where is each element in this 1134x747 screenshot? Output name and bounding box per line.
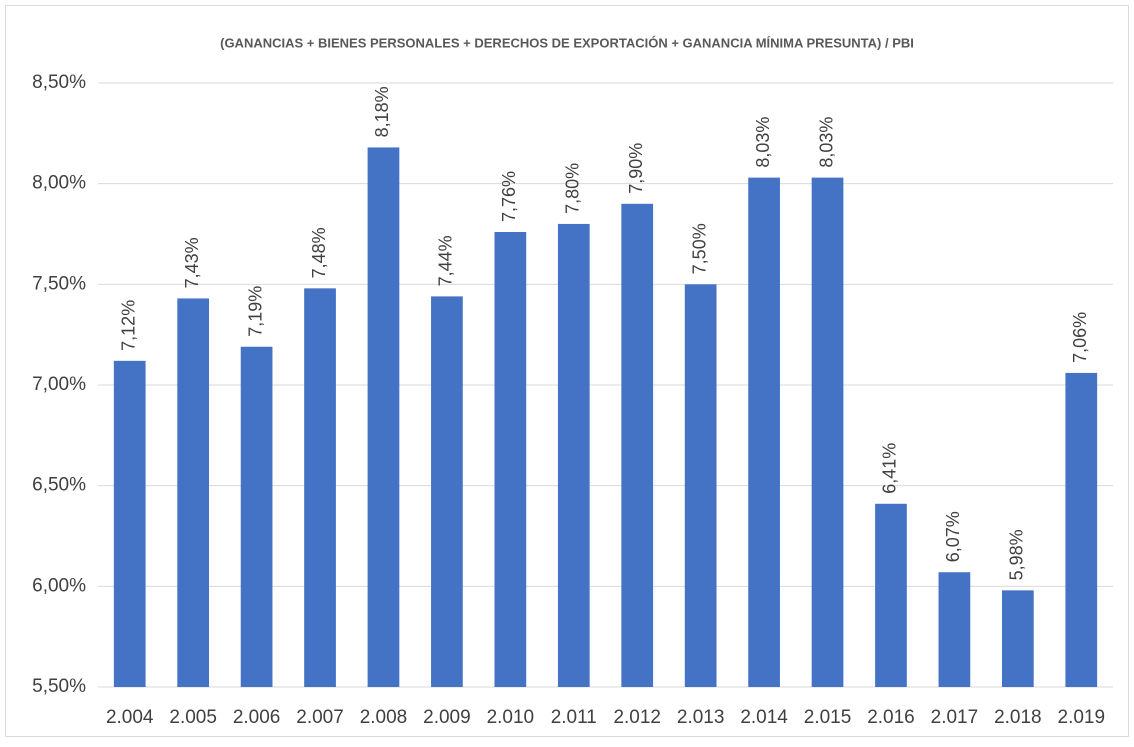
data-label: 8,18% xyxy=(372,86,392,137)
x-tick-label: 2.012 xyxy=(613,707,661,728)
data-label: 7,06% xyxy=(1070,312,1090,363)
data-label: 8,03% xyxy=(753,117,773,168)
bar xyxy=(367,147,400,688)
x-tick-label: 2.007 xyxy=(296,707,344,728)
data-label: 6,07% xyxy=(943,511,963,562)
y-tick-label: 7,50% xyxy=(32,273,86,294)
x-tick-label: 2.013 xyxy=(677,707,725,728)
bar xyxy=(304,288,336,687)
x-tick-label: 2.018 xyxy=(994,707,1042,728)
x-tick-label: 2.017 xyxy=(931,707,979,728)
x-tick-label: 2.006 xyxy=(233,707,281,728)
x-tick-label: 2.019 xyxy=(1058,707,1106,728)
bar xyxy=(811,177,844,688)
x-tick-label: 2.008 xyxy=(360,707,408,728)
y-tick-label: 6,00% xyxy=(32,575,86,596)
data-label: 7,50% xyxy=(689,223,709,274)
bar xyxy=(431,296,463,687)
x-tick-label: 2.010 xyxy=(487,707,535,728)
data-label: 7,43% xyxy=(182,237,202,288)
data-label: 7,48% xyxy=(309,227,329,278)
y-tick-label: 7,00% xyxy=(32,374,86,395)
bar xyxy=(875,503,907,687)
bar xyxy=(621,203,654,688)
x-tick-label: 2.011 xyxy=(551,707,597,728)
data-label: 7,19% xyxy=(245,286,265,337)
bar xyxy=(1065,372,1098,687)
data-label: 7,76% xyxy=(499,171,519,222)
y-tick-label: 5,50% xyxy=(32,676,86,697)
x-tick-label: 2.009 xyxy=(423,707,471,728)
bar xyxy=(240,346,273,687)
data-label: 7,44% xyxy=(436,235,456,286)
data-label: 5,98% xyxy=(1007,529,1027,580)
bar xyxy=(557,223,590,687)
x-tick-label: 2.004 xyxy=(106,707,154,728)
bar xyxy=(684,284,717,687)
data-label: 6,41% xyxy=(880,443,900,494)
bar xyxy=(1001,590,1034,687)
data-label: 7,80% xyxy=(563,163,583,214)
x-tick-label: 2.005 xyxy=(169,707,217,728)
data-label: 7,90% xyxy=(626,143,646,194)
x-tick-label: 2.014 xyxy=(740,707,788,728)
data-label: 8,03% xyxy=(816,117,836,168)
y-tick-label: 8,50% xyxy=(32,72,86,93)
x-tick-label: 2.016 xyxy=(867,707,915,728)
bar xyxy=(494,231,527,687)
bar xyxy=(177,298,210,687)
chart-title: (GANANCIAS + BIENES PERSONALES + DERECHO… xyxy=(220,35,914,50)
x-tick-label: 2.015 xyxy=(804,707,852,728)
data-label: 7,12% xyxy=(118,300,138,351)
y-tick-label: 8,00% xyxy=(32,173,86,194)
bar xyxy=(748,177,780,688)
bar xyxy=(938,572,971,687)
y-tick-label: 6,50% xyxy=(32,475,86,496)
bar xyxy=(113,360,146,687)
